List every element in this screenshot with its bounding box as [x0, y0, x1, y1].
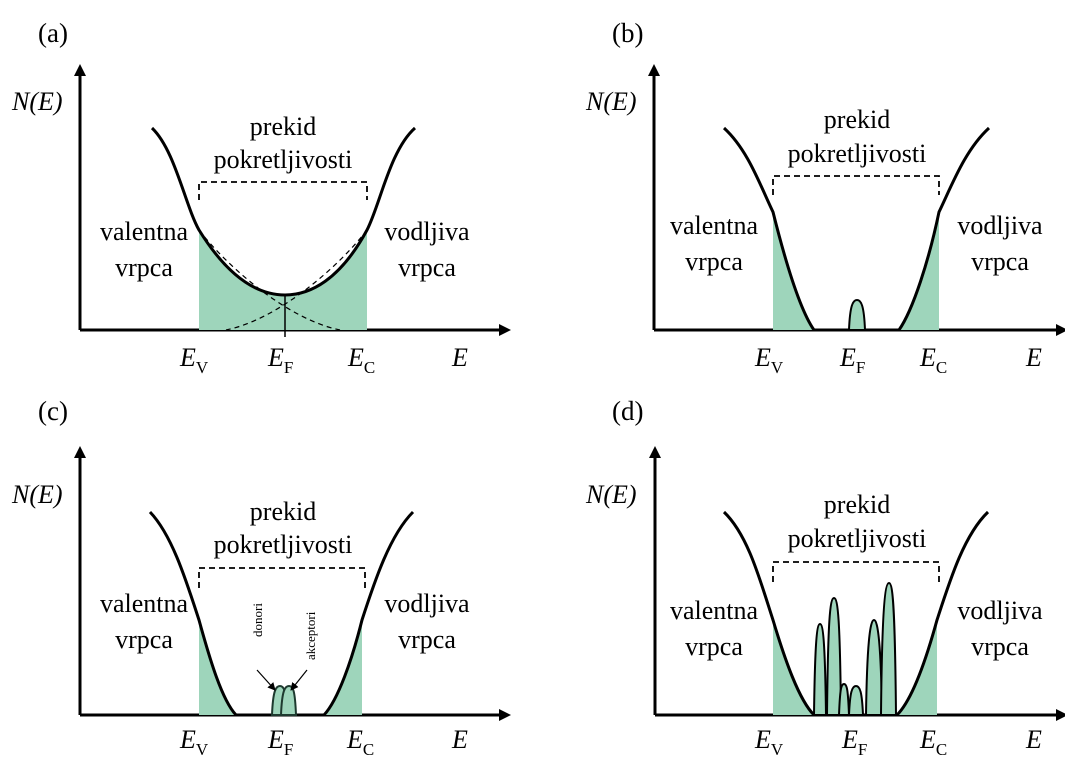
tick-label-ec: EC [919, 725, 947, 755]
left-band-label-line1: valentna [670, 596, 759, 625]
panel-a: (a) N(E) prekid pokretljivosti valentna … [11, 18, 511, 377]
midgap-peak [864, 618, 884, 716]
tick-label-ef: EF [841, 725, 867, 755]
y-axis-label: N(E) [585, 87, 637, 116]
gap-bracket [772, 175, 940, 195]
right-band-label-line2: vrpca [971, 632, 1029, 661]
panel-tag: (a) [38, 18, 68, 48]
gap-label-line2: pokretljivosti [788, 139, 927, 168]
acceptor-peak [279, 684, 298, 716]
gap-bracket [772, 561, 940, 582]
right-band-label-line2: vrpca [398, 625, 456, 654]
valence-curve [148, 510, 238, 717]
valence-fill [773, 620, 814, 715]
tick-label-ef: EF [839, 343, 865, 377]
left-band-label-line2: vrpca [685, 247, 743, 276]
midgap-peak [847, 684, 865, 716]
gap-label-line1: prekid [824, 105, 890, 134]
conduction-curve [897, 126, 991, 331]
conduction-fill [324, 620, 362, 715]
tick-label-ef: EF [267, 725, 293, 755]
valence-fill [773, 212, 814, 330]
conduction-fill [899, 212, 939, 330]
y-axis-label: N(E) [11, 87, 63, 116]
panel-tag: (b) [612, 18, 643, 48]
y-axis-label: N(E) [585, 480, 637, 509]
gap-label-line2: pokretljivosti [214, 145, 353, 174]
x-axis-label: E [451, 343, 468, 372]
panel-d: (d) N(E) prekid pokretljivosti valentna … [585, 396, 1065, 759]
left-band-label-line1: valentna [100, 217, 189, 246]
conduction-fill [897, 620, 937, 715]
tick-label-ev: EV [179, 343, 209, 377]
right-band-label-line1: vodljiva [384, 217, 470, 246]
valence-fill [199, 620, 236, 715]
gap-label-line2: pokretljivosti [788, 524, 927, 553]
tick-label-ec: EC [346, 725, 374, 755]
gap-bracket [198, 181, 368, 200]
midgap-peak [847, 298, 867, 331]
right-band-label-line1: vodljiva [957, 211, 1043, 240]
midgap-peak [879, 581, 898, 716]
left-band-label-line1: valentna [100, 589, 189, 618]
midgap-peak [812, 622, 828, 716]
tail-right [225, 229, 368, 331]
gap-label-line1: prekid [250, 112, 316, 141]
left-band-label-line2: vrpca [115, 625, 173, 654]
left-band-label-line1: valentna [670, 211, 759, 240]
right-band-label-line1: vodljiva [384, 589, 470, 618]
panel-b: (b) N(E) prekid pokretljivosti valentna … [585, 18, 1065, 377]
tick-label-ec: EC [919, 343, 947, 377]
tick-label-ec: EC [347, 343, 375, 377]
x-axis-label: E [1025, 725, 1042, 754]
gap-label-line2: pokretljivosti [214, 530, 353, 559]
left-band-label-line2: vrpca [115, 253, 173, 282]
valence-curve [722, 510, 816, 717]
right-band-label-line1: vodljiva [957, 596, 1043, 625]
gap-label-line1: prekid [824, 490, 890, 519]
midgap-peak [825, 596, 843, 716]
tick-label-ev: EV [754, 725, 784, 755]
conduction-curve [895, 510, 990, 717]
tick-label-ev: EV [179, 725, 209, 755]
panel-c: (c) N(E) prekid pokretljivosti valentna … [11, 396, 511, 759]
tick-label-ev: EV [754, 343, 784, 377]
acceptor-arrow [290, 669, 308, 691]
gap-label-line1: prekid [250, 497, 316, 526]
right-band-label-line2: vrpca [971, 247, 1029, 276]
left-band-label-line2: vrpca [685, 632, 743, 661]
valence-curve [722, 126, 816, 331]
panel-tag: (c) [38, 396, 68, 426]
tail-left [198, 229, 341, 331]
midgap-peak [837, 682, 851, 716]
gap-bracket [198, 567, 366, 588]
panel-tag: (d) [612, 396, 643, 426]
donor-label: donori [250, 603, 265, 637]
filled-states [199, 230, 367, 330]
acceptor-label: akceptori [303, 611, 318, 660]
right-band-label-line2: vrpca [398, 253, 456, 282]
x-axis-label: E [451, 725, 468, 754]
donor-arrow [256, 669, 276, 691]
x-axis-label: E [1025, 343, 1042, 372]
conduction-curve [322, 510, 415, 717]
y-axis-label: N(E) [11, 480, 63, 509]
tick-label-ef: EF [267, 343, 293, 377]
